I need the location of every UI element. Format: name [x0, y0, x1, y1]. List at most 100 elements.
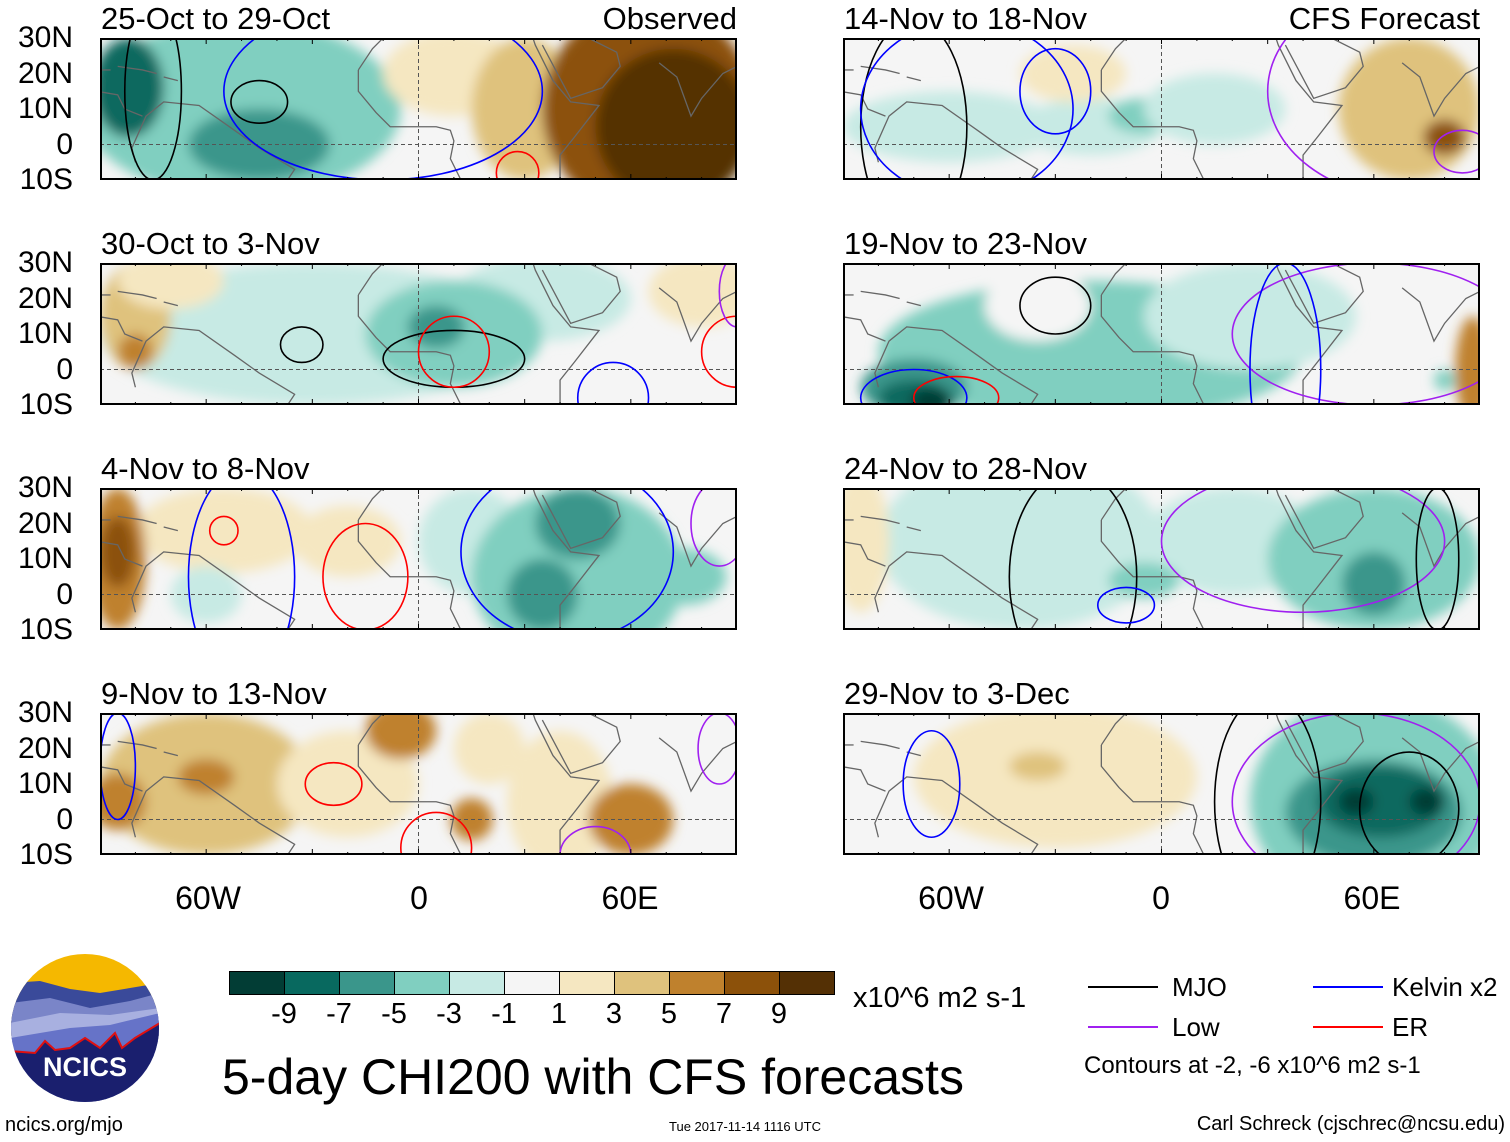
site-url[interactable]: ncics.org/mjo [5, 1114, 123, 1136]
map-panel [843, 488, 1480, 630]
coastline [357, 744, 462, 855]
panel-frame [100, 713, 737, 855]
map-panel [100, 263, 737, 405]
coastline [1401, 737, 1480, 793]
colorbar-tick-label: -7 [326, 998, 352, 1030]
low-contour [1231, 713, 1480, 855]
anomaly-region [595, 48, 737, 180]
anomaly-region [1409, 787, 1445, 816]
colorbar-tick-label: -3 [436, 998, 462, 1030]
coastline [100, 541, 143, 567]
anomaly-region [117, 334, 154, 370]
colorbar-swatch [779, 971, 835, 995]
lat-label: 10N [17, 542, 73, 575]
contour-note: Contours at -2, -6 x10^6 m2 s-1 [1084, 1052, 1421, 1079]
ncics-logo: NCICS [10, 953, 160, 1103]
coastline [874, 551, 1039, 630]
anomaly-region [1019, 45, 1127, 102]
coastline [541, 38, 621, 100]
anomaly-region [1009, 752, 1066, 781]
coastline [1275, 38, 1344, 180]
coastline [906, 526, 922, 532]
coastline [131, 326, 296, 405]
mjo-contour [1213, 713, 1322, 855]
lon-label-60w-left: 60W [175, 880, 241, 916]
anomaly-region [117, 263, 224, 310]
low-contour [690, 488, 737, 567]
coastline [357, 294, 462, 405]
coastline [117, 290, 157, 300]
legend-mjo-label: MJO [1172, 972, 1227, 1002]
map-panel [843, 38, 1480, 180]
mjo-contour [1415, 488, 1460, 630]
anomaly-region [100, 516, 136, 588]
coastline [1275, 713, 1344, 855]
coastline [1275, 488, 1344, 630]
kelvin-contour [1019, 47, 1092, 135]
coastline [131, 101, 296, 180]
lat-label: 20N [17, 506, 73, 540]
anomaly-region [984, 270, 1091, 342]
anomaly-region [641, 548, 727, 606]
coastline [1100, 744, 1205, 855]
colorbar-swatch [504, 971, 560, 995]
credit: Carl Schreck (cjschrec@ncsu.edu) [1196, 1113, 1505, 1135]
coastline [1284, 488, 1364, 550]
coastline [541, 263, 621, 325]
kelvin-contour [1249, 263, 1322, 405]
anomaly-region [188, 109, 331, 180]
coastline [1401, 512, 1480, 568]
legend-kelvin-label: Kelvin x2 [1392, 972, 1498, 1002]
kelvin-contour [223, 38, 544, 180]
lat-label: 0 [56, 127, 73, 161]
coastline [860, 290, 900, 300]
mjo-contour [1008, 488, 1138, 630]
anomaly-region [294, 505, 401, 577]
coastline [117, 515, 157, 525]
map-panel [843, 713, 1480, 855]
mjo-contour [123, 38, 183, 180]
anomaly-region [276, 730, 419, 838]
anomaly-region [177, 759, 235, 795]
coastline [874, 101, 1039, 180]
er-contour [495, 150, 540, 180]
colorbar-swatch [229, 971, 285, 995]
kelvin-contour [460, 488, 675, 630]
er-contour [417, 315, 491, 389]
map-panel [100, 713, 737, 855]
anomaly-region [648, 263, 737, 327]
coastline [843, 91, 886, 117]
coastline [1284, 38, 1364, 100]
coastline [874, 326, 1039, 405]
lat-label: 30N [17, 21, 73, 54]
lat-label: 10S [19, 838, 73, 871]
colorbar-tick-label: 5 [660, 998, 678, 1030]
colorbar-swatch [669, 971, 725, 995]
lat-label: 10S [19, 388, 73, 421]
kelvin-contour [100, 713, 137, 821]
coastline [1284, 263, 1364, 325]
panel-frame [100, 263, 737, 405]
anomaly-region [1423, 119, 1466, 156]
kelvin-contour [859, 38, 1074, 180]
coastline [357, 519, 462, 630]
mjo-contour [279, 326, 324, 364]
kelvin-contour [902, 729, 961, 839]
kelvin-contour [187, 488, 296, 630]
panel-title: 24-Nov to 28-Nov [844, 451, 1087, 486]
lat-label: 30N [17, 696, 73, 729]
coastline [658, 737, 737, 793]
colorbar-units: x10^6 m2 s-1 [853, 982, 1027, 1014]
anomaly-region [913, 713, 1197, 848]
lon-label-0-left: 0 [410, 880, 428, 916]
lat-label: 20N [17, 731, 73, 765]
coastline [843, 541, 886, 567]
colorbar-swatch [394, 971, 450, 995]
panel-title: 14-Nov to 18-Nov [844, 1, 1087, 36]
lat-label: 20N [17, 281, 73, 315]
anomaly-region [1455, 316, 1480, 405]
colorbar-tick-label: -9 [271, 998, 297, 1030]
anomaly-region [843, 91, 1056, 163]
panel-frame [843, 713, 1480, 855]
panel-frame [100, 38, 737, 180]
